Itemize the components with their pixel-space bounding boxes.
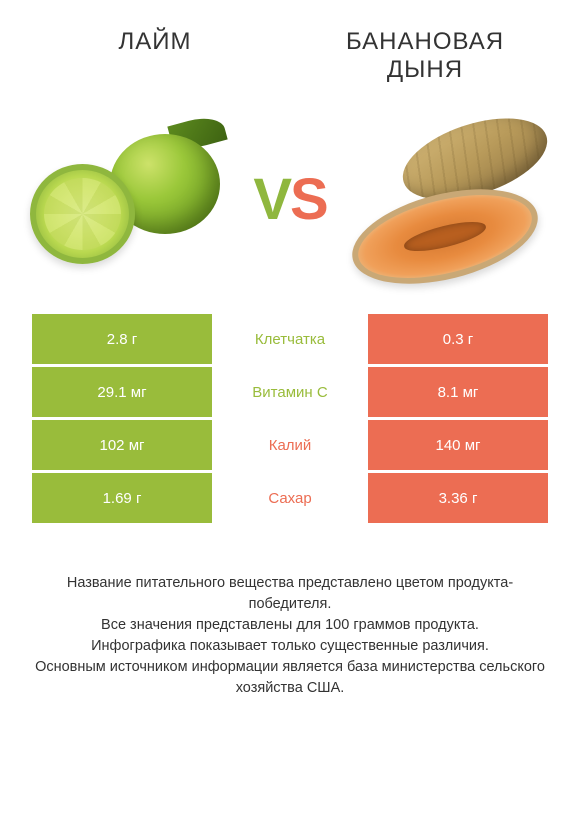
nutrient-label: Сахар — [212, 473, 368, 523]
footer-line: Инфографика показывает только существенн… — [30, 636, 550, 657]
comparison-table: 2.8 гКлетчатка0.3 г29.1 мгВитамин C8.1 м… — [32, 314, 548, 523]
melon-illustration — [350, 109, 550, 289]
title-right: БАНАНОВАЯ ДЫНЯ — [310, 28, 540, 84]
vs-v: V — [253, 167, 290, 232]
table-row: 2.8 гКлетчатка0.3 г — [32, 314, 548, 364]
table-row: 29.1 мгВитамин C8.1 мг — [32, 367, 548, 417]
title-left: ЛАЙМ — [40, 28, 270, 56]
value-right: 8.1 мг — [368, 367, 548, 417]
table-row: 1.69 гСахар3.36 г — [32, 473, 548, 523]
footer-line: Все значения представлены для 100 граммо… — [30, 615, 550, 636]
value-right: 140 мг — [368, 420, 548, 470]
header: ЛАЙМ БАНАНОВАЯ ДЫНЯ — [0, 0, 580, 94]
nutrient-label: Калий — [212, 420, 368, 470]
value-right: 3.36 г — [368, 473, 548, 523]
vs-label: VS — [253, 166, 326, 233]
nutrient-label: Витамин C — [212, 367, 368, 417]
value-left: 1.69 г — [32, 473, 212, 523]
nutrient-label: Клетчатка — [212, 314, 368, 364]
table-row: 102 мгКалий140 мг — [32, 420, 548, 470]
lime-illustration — [30, 109, 230, 289]
footer-line: Основным источником информации является … — [30, 657, 550, 699]
images-row: VS — [0, 94, 580, 314]
value-left: 102 мг — [32, 420, 212, 470]
vs-s: S — [290, 167, 327, 232]
value-left: 29.1 мг — [32, 367, 212, 417]
footer-notes: Название питательного вещества представл… — [30, 573, 550, 699]
footer-line: Название питательного вещества представл… — [30, 573, 550, 615]
value-right: 0.3 г — [368, 314, 548, 364]
value-left: 2.8 г — [32, 314, 212, 364]
